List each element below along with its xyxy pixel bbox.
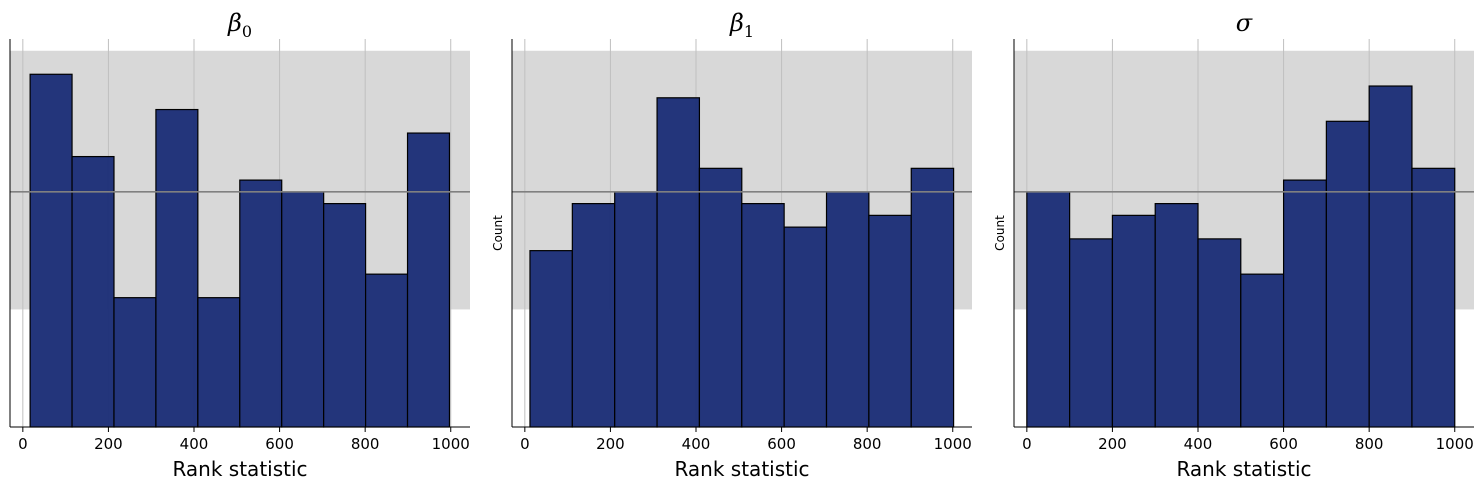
histogram-bar bbox=[868, 214, 912, 428]
x-tick-label: 800 bbox=[1355, 435, 1384, 453]
x-tick-label: 200 bbox=[94, 435, 123, 453]
histogram-bar bbox=[529, 250, 573, 428]
histogram-bar bbox=[1411, 167, 1456, 428]
x-tick-label: 400 bbox=[1184, 435, 1213, 453]
histogram-bar bbox=[364, 273, 409, 428]
histogram-bar bbox=[825, 191, 870, 428]
x-tick-label: 0 bbox=[1022, 435, 1032, 453]
histogram-bar bbox=[197, 297, 241, 428]
histogram-bar bbox=[656, 97, 701, 428]
x-tick-label: 1000 bbox=[1436, 435, 1474, 453]
histogram-bar bbox=[1026, 191, 1071, 428]
histogram-bar bbox=[71, 155, 115, 428]
histogram-bar bbox=[323, 203, 367, 428]
x-tick-label: 200 bbox=[1098, 435, 1127, 453]
x-tick-label: 800 bbox=[351, 435, 380, 453]
histogram-bar bbox=[406, 132, 451, 428]
histogram-bar bbox=[1197, 238, 1242, 428]
x-tick-label: 200 bbox=[596, 435, 625, 453]
x-axis-label: Rank statistic bbox=[172, 457, 307, 481]
histogram-bar bbox=[783, 226, 828, 428]
histogram-bar bbox=[571, 203, 616, 428]
x-tick-label: 400 bbox=[682, 435, 711, 453]
panel-title: σ bbox=[1236, 9, 1253, 37]
panel-beta0: 0 200 400 600 800 1000 Rank statistic β0 bbox=[9, 9, 470, 481]
x-axis-label: Rank statistic bbox=[674, 457, 809, 481]
histogram-bar bbox=[1368, 85, 1413, 428]
x-tick-label: 0 bbox=[520, 435, 530, 453]
histogram-bar bbox=[614, 191, 658, 428]
histogram-bar bbox=[698, 167, 743, 428]
panel-title: β0 bbox=[227, 9, 252, 41]
histogram-bar bbox=[239, 179, 283, 428]
x-tick-label: 0 bbox=[18, 435, 28, 453]
panel-beta1: 0 200 400 600 800 1000 Rank statistic Count β1 bbox=[491, 9, 972, 481]
histogram-bar bbox=[1325, 120, 1370, 428]
histogram-bar bbox=[1111, 214, 1156, 428]
x-tick-label: 600 bbox=[1269, 435, 1298, 453]
x-tick-label: 800 bbox=[853, 435, 882, 453]
histogram-bar bbox=[1282, 179, 1327, 428]
histogram-bar bbox=[1154, 203, 1199, 428]
panel-sigma: 0 200 400 600 800 1000 Rank statistic Count σ bbox=[993, 9, 1474, 481]
x-tick-label: 1000 bbox=[432, 435, 470, 453]
x-tick-label: 1000 bbox=[934, 435, 972, 453]
histogram-bar bbox=[113, 297, 157, 428]
y-axis-label: Count bbox=[491, 215, 505, 251]
histogram-bar bbox=[741, 203, 785, 428]
histogram-bar bbox=[155, 108, 199, 428]
x-tick-label: 400 bbox=[180, 435, 209, 453]
x-tick-label: 600 bbox=[767, 435, 796, 453]
histogram-bar bbox=[1240, 273, 1285, 428]
x-tick-label: 600 bbox=[265, 435, 294, 453]
panel-title: β1 bbox=[729, 9, 754, 41]
histogram-bar bbox=[29, 73, 73, 428]
histogram-bar bbox=[910, 167, 955, 428]
y-axis-label: Count bbox=[993, 215, 1007, 251]
histogram-bar bbox=[1069, 238, 1114, 428]
x-axis-label: Rank statistic bbox=[1176, 457, 1311, 481]
histogram-bar bbox=[281, 191, 325, 428]
